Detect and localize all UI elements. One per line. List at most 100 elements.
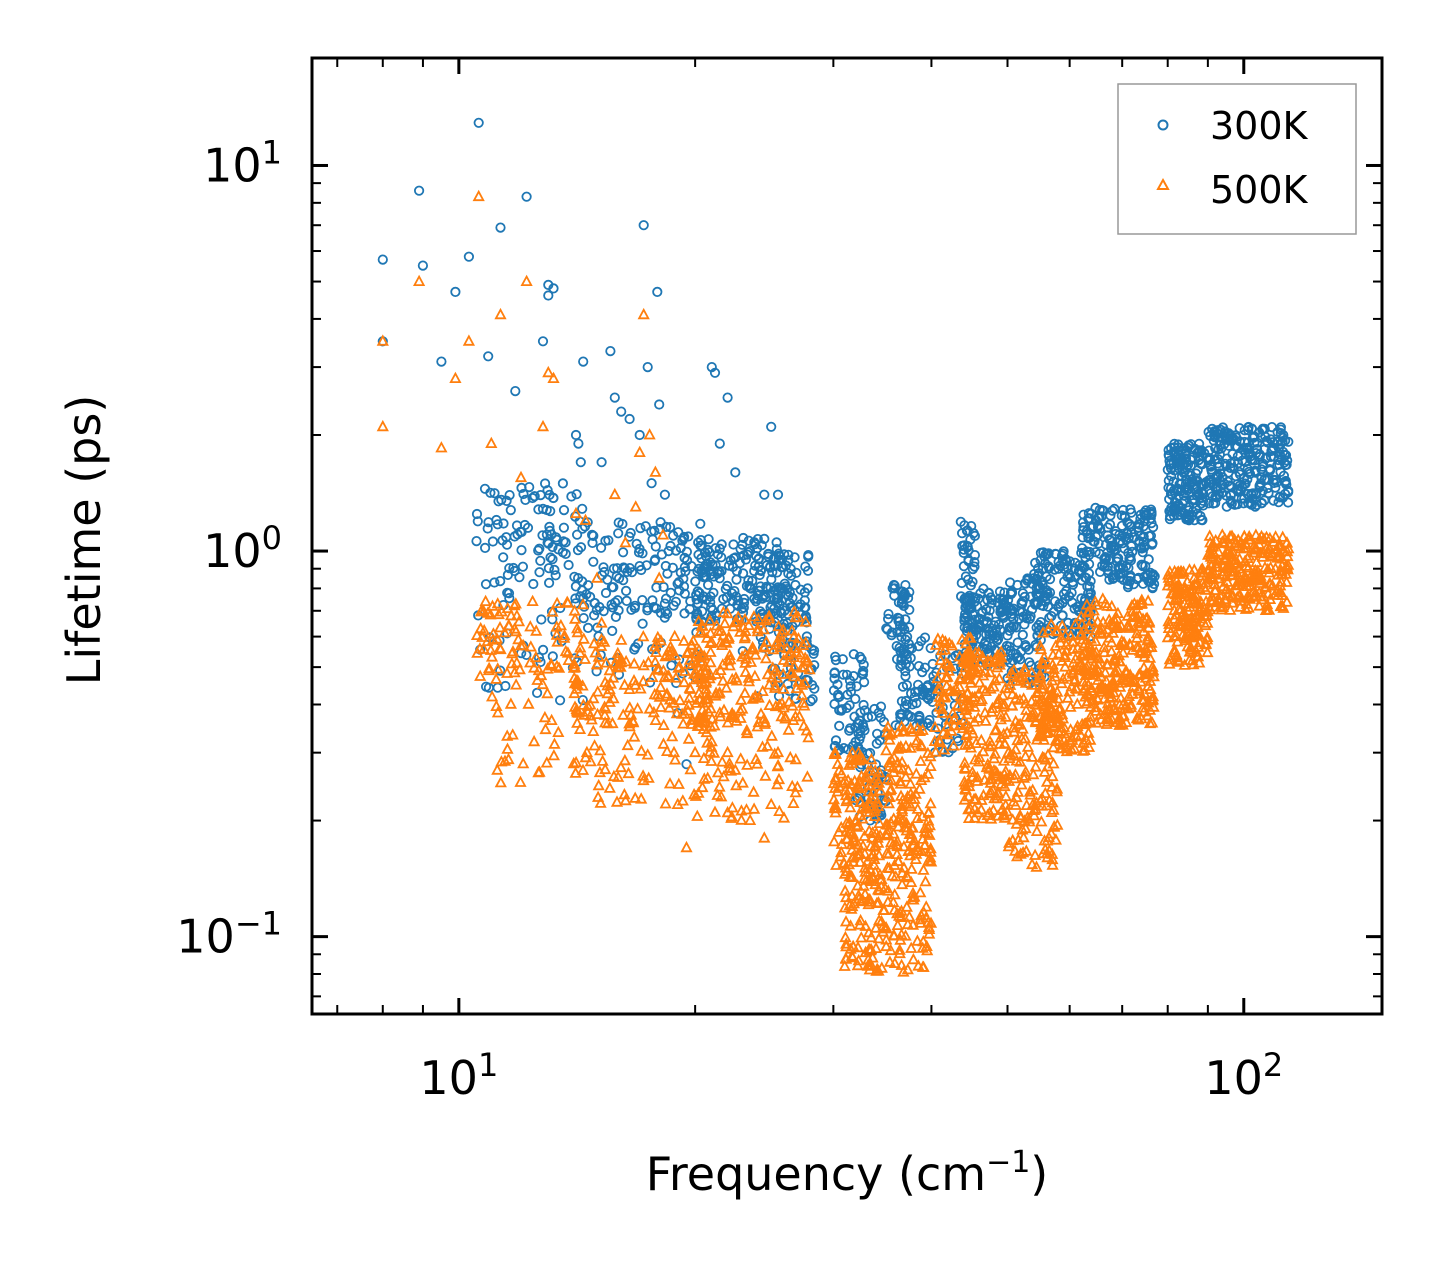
point-500k-570 — [747, 785, 760, 797]
point-500k-2307 — [653, 571, 666, 583]
point-500k-562 — [782, 723, 795, 735]
point-500k-1275 — [961, 694, 974, 706]
point-300k-1413 — [1148, 569, 1159, 580]
point-500k-2286 — [472, 189, 485, 202]
point-300k-1342 — [1115, 567, 1126, 579]
point-500k-1253 — [975, 733, 988, 745]
point-500k-400 — [709, 689, 722, 701]
point-500k-1075 — [934, 653, 947, 666]
point-500k-705 — [864, 839, 877, 851]
point-300k-532 — [767, 567, 778, 578]
point-500k-1783 — [1074, 656, 1088, 668]
point-500k-75 — [512, 632, 525, 645]
point-500k-501 — [691, 719, 704, 731]
point-300k-206 — [636, 564, 647, 576]
point-300k-13 — [571, 489, 582, 500]
point-500k-110 — [547, 749, 561, 761]
point-500k-1796 — [1103, 685, 1116, 697]
point-300k-1363 — [1124, 553, 1135, 565]
point-300k-1875 — [772, 489, 784, 500]
point-500k-11 — [529, 650, 543, 663]
point-300k-398 — [705, 591, 716, 602]
point-500k-83 — [550, 659, 564, 671]
point-300k-577 — [841, 669, 853, 680]
point-500k-120 — [628, 657, 641, 669]
point-300k-1322 — [1136, 559, 1147, 570]
point-500k-227 — [661, 669, 675, 681]
point-500k-2291 — [536, 419, 550, 432]
point-300k-983 — [985, 592, 996, 603]
point-500k-1848 — [1123, 637, 1136, 649]
point-500k-690 — [835, 845, 848, 858]
point-500k-2216 — [1244, 578, 1257, 591]
point-300k-1551 — [1191, 476, 1202, 487]
point-500k-1543 — [1060, 644, 1073, 656]
point-500k-1088 — [933, 700, 946, 712]
point-500k-327 — [594, 796, 607, 808]
point-500k-249 — [660, 687, 674, 699]
point-500k-518 — [795, 678, 809, 690]
point-500k-349 — [703, 614, 717, 626]
point-300k-64 — [544, 521, 555, 533]
point-300k-632 — [850, 693, 861, 705]
point-500k-1403 — [1007, 725, 1021, 737]
point-500k-1765 — [1085, 614, 1098, 626]
point-500k-1801 — [1096, 592, 1109, 604]
point-500k-854 — [918, 838, 932, 850]
point-500k-1836 — [1130, 631, 1144, 643]
point-500k-1408 — [1029, 715, 1042, 728]
point-300k-539 — [799, 602, 810, 613]
point-500k-1580 — [1052, 708, 1065, 721]
point-500k-996 — [905, 862, 918, 874]
point-500k-1989 — [1193, 635, 1206, 648]
point-500k-588 — [771, 760, 784, 772]
point-500k-12 — [550, 596, 564, 608]
point-300k-1784 — [1267, 444, 1278, 455]
point-300k-733 — [899, 587, 910, 599]
point-500k-492 — [793, 709, 806, 722]
point-300k-518 — [775, 582, 787, 594]
point-500k-529 — [792, 632, 805, 644]
point-300k-214 — [679, 561, 691, 573]
point-500k-559 — [759, 769, 772, 781]
point-500k-114 — [509, 678, 523, 690]
point-500k-505 — [722, 630, 735, 642]
point-500k-246 — [584, 709, 597, 721]
point-500k-58 — [536, 677, 549, 690]
point-300k-785 — [924, 714, 935, 726]
point-300k-434 — [749, 537, 760, 548]
point-500k-1065 — [934, 682, 947, 694]
point-500k-1180 — [958, 756, 971, 768]
point-300k-1403 — [1086, 522, 1097, 533]
point-500k-46 — [502, 619, 515, 631]
point-300k-255 — [626, 604, 637, 615]
point-500k-1010 — [893, 946, 906, 959]
point-300k-193 — [600, 535, 611, 547]
point-300k-1764 — [1232, 458, 1244, 469]
point-500k-1268 — [994, 708, 1007, 720]
point-300k-979 — [964, 599, 975, 611]
point-500k-997 — [884, 943, 897, 956]
point-500k-627 — [873, 766, 886, 778]
point-300k-855 — [969, 556, 980, 568]
point-500k-1109 — [946, 706, 959, 718]
point-500k-2294 — [562, 653, 575, 665]
point-500k-590 — [865, 752, 878, 765]
point-500k-1824 — [1135, 693, 1149, 705]
point-500k-31 — [479, 594, 492, 606]
point-500k-1224 — [962, 699, 976, 711]
point-500k-23 — [490, 672, 503, 684]
point-300k-1773 — [1256, 497, 1268, 509]
point-500k-187 — [590, 657, 604, 669]
point-500k-1999 — [1164, 626, 1177, 638]
point-500k-84 — [491, 597, 504, 609]
point-500k-1821 — [1091, 615, 1104, 627]
point-300k-1079 — [1024, 657, 1035, 668]
point-300k-1063 — [1010, 622, 1022, 633]
point-300k-988 — [990, 616, 1001, 627]
point-300k-273 — [598, 605, 609, 617]
point-300k-531 — [780, 560, 792, 571]
point-500k-1831 — [1124, 675, 1138, 687]
point-300k-1550 — [1169, 442, 1180, 453]
point-500k-333 — [588, 739, 601, 751]
